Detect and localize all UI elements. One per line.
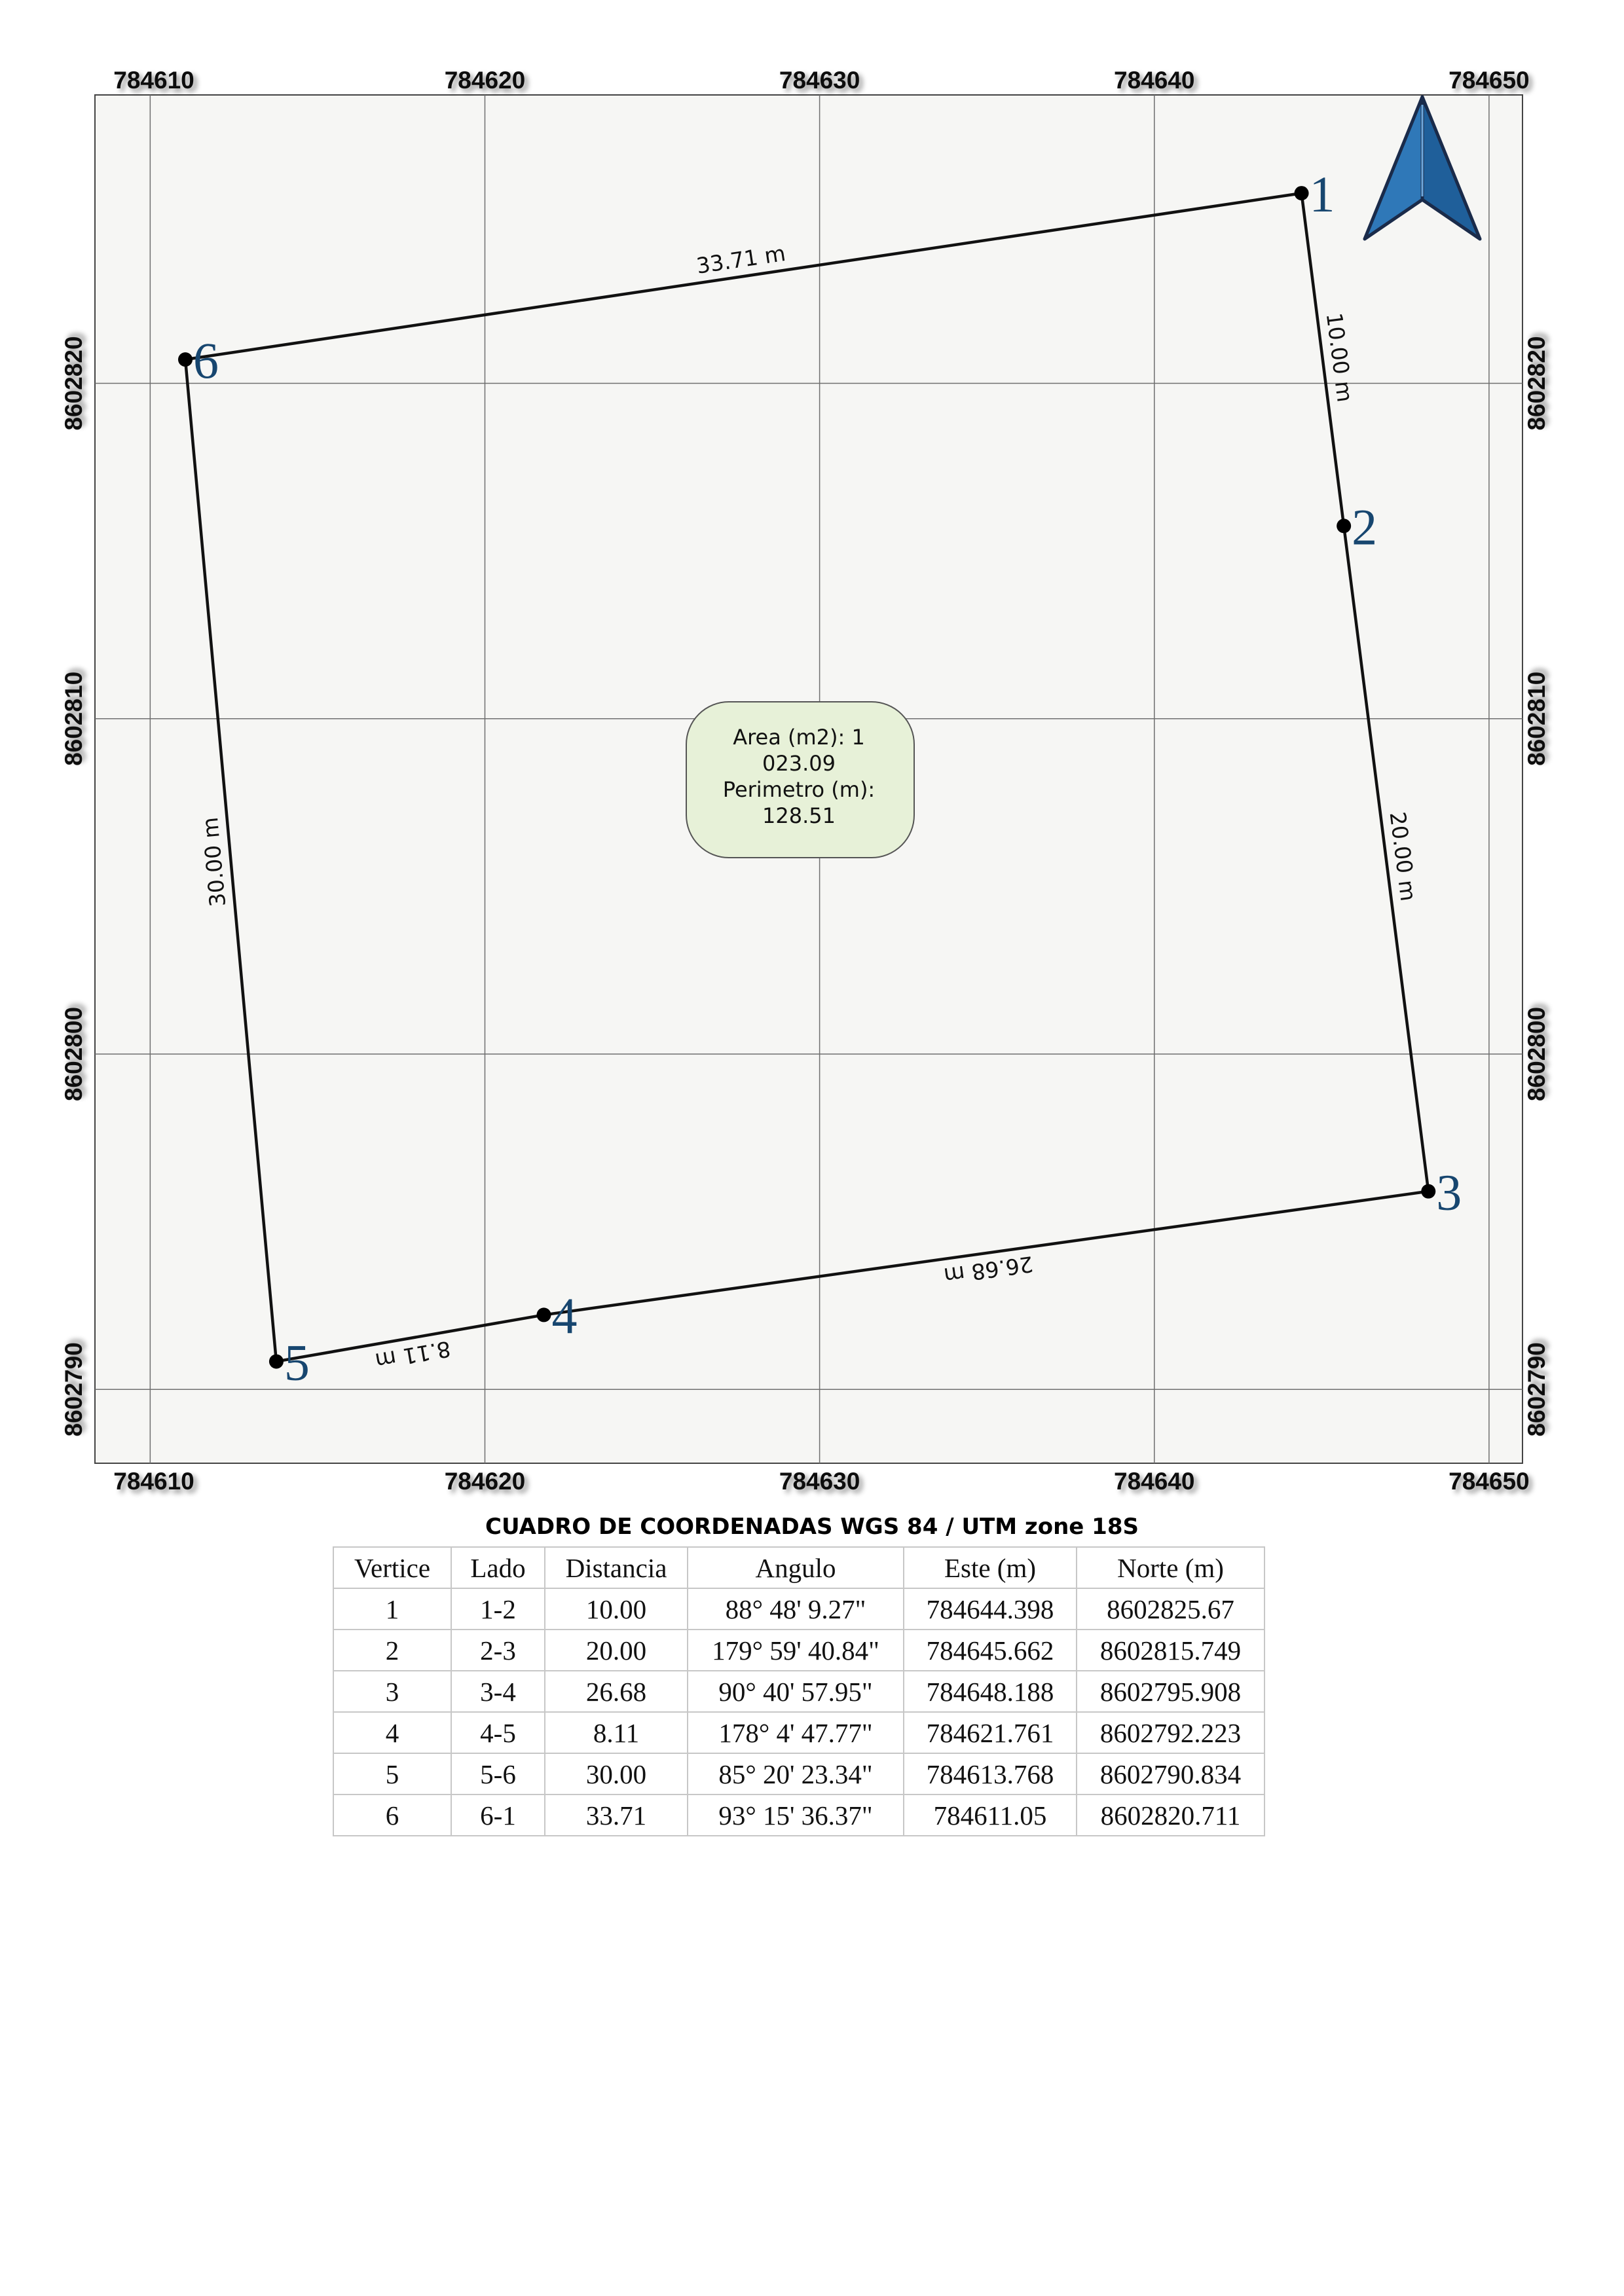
- coordinates-table: Vertice Lado Distancia Angulo Este (m) N…: [333, 1546, 1265, 1836]
- cell-distancia: 26.68: [544, 1670, 688, 1713]
- y-tick-label-right: 8602800: [1523, 1007, 1550, 1101]
- cell-norte: 8602815.749: [1076, 1629, 1265, 1671]
- x-tick-label-top: 784610: [113, 67, 194, 94]
- table-row: 4 4-5 8.11 178° 4' 47.77" 784621.761 860…: [333, 1711, 1265, 1754]
- vertex-label: 4: [551, 1287, 577, 1344]
- table-title: CUADRO DE COORDENADAS WGS 84 / UTM zone …: [485, 1514, 1139, 1540]
- cell-lado: 4-5: [451, 1711, 545, 1754]
- area-label: Area (m2): 1: [733, 725, 865, 750]
- cell-lado: 6-1: [451, 1794, 545, 1836]
- x-tick-label-top: 784620: [445, 67, 525, 94]
- cell-angulo: 179° 59' 40.84": [687, 1629, 904, 1671]
- vertex-point: [1337, 519, 1352, 534]
- north-arrow-icon: [1363, 95, 1482, 241]
- vertex-point: [536, 1307, 551, 1322]
- cell-vertice: 1: [333, 1588, 452, 1630]
- cell-este: 784644.398: [903, 1588, 1077, 1630]
- y-tick-label-right: 8602820: [1523, 337, 1550, 431]
- vertices: 1 2 3 4 5 6: [178, 166, 1462, 1391]
- cell-vertice: 3: [333, 1670, 452, 1713]
- header-distancia: Distancia: [544, 1546, 688, 1589]
- cell-vertice: 2: [333, 1629, 452, 1671]
- table-row: 1 1-2 10.00 88° 48' 9.27" 784644.398 860…: [333, 1588, 1265, 1630]
- header-vertice: Vertice: [333, 1546, 452, 1589]
- vertex-label: 5: [284, 1334, 310, 1391]
- table-row: 6 6-1 33.71 93° 15' 36.37" 784611.05 860…: [333, 1794, 1265, 1836]
- perimeter-value: 128.51: [762, 803, 836, 828]
- cell-vertice: 5: [333, 1753, 452, 1795]
- cell-lado: 1-2: [451, 1588, 545, 1630]
- vertex-point: [1294, 186, 1309, 201]
- table-row: 3 3-4 26.68 90° 40' 57.95" 784648.188 86…: [333, 1670, 1265, 1713]
- cell-vertice: 6: [333, 1794, 452, 1836]
- cell-norte: 8602792.223: [1076, 1711, 1265, 1754]
- x-tick-label-bottom: 784640: [1114, 1468, 1194, 1495]
- vertex-point: [268, 1354, 284, 1369]
- cell-este: 784648.188: [903, 1670, 1077, 1713]
- x-tick-label-top: 784630: [779, 67, 860, 94]
- x-tick-label-top: 784650: [1449, 67, 1529, 94]
- perimeter-label: Perimetro (m):: [723, 777, 875, 802]
- vertex-label: 3: [1436, 1164, 1462, 1221]
- cell-distancia: 8.11: [544, 1711, 688, 1754]
- y-tick-label-left: 8602820: [60, 337, 87, 431]
- y-tick-label-left: 8602810: [60, 672, 87, 766]
- cell-lado: 3-4: [451, 1670, 545, 1713]
- cell-lado: 2-3: [451, 1629, 545, 1671]
- y-tick-label-left: 8602790: [60, 1342, 87, 1436]
- cell-angulo: 85° 20' 23.34": [687, 1753, 904, 1795]
- stats-box: Area (m2): 1 023.09 Perimetro (m): 128.5…: [686, 701, 915, 858]
- cell-este: 784645.662: [903, 1629, 1077, 1671]
- cell-este: 784621.761: [903, 1711, 1077, 1754]
- y-tick-label-left: 8602800: [60, 1007, 87, 1101]
- header-angulo: Angulo: [687, 1546, 904, 1589]
- x-tick-label-bottom: 784630: [779, 1468, 860, 1495]
- cell-distancia: 20.00: [544, 1629, 688, 1671]
- y-tick-label-right: 8602790: [1523, 1342, 1550, 1436]
- vertex-point: [178, 352, 193, 367]
- cell-lado: 5-6: [451, 1753, 545, 1795]
- x-tick-label-bottom: 784620: [445, 1468, 525, 1495]
- cell-distancia: 30.00: [544, 1753, 688, 1795]
- cell-norte: 8602825.67: [1076, 1588, 1265, 1630]
- cell-este: 784611.05: [903, 1794, 1077, 1836]
- y-tick-label-right: 8602810: [1523, 672, 1550, 766]
- grid-lines: [95, 95, 1522, 1463]
- x-tick-label-top: 784640: [1114, 67, 1194, 94]
- x-tick-label-bottom: 784610: [113, 1468, 194, 1495]
- area-value: 023.09: [762, 751, 836, 776]
- table-row: 5 5-6 30.00 85° 20' 23.34" 784613.768 86…: [333, 1753, 1265, 1795]
- vertex-label: 1: [1310, 166, 1335, 223]
- vertex-label: 2: [1352, 498, 1377, 555]
- header-lado: Lado: [451, 1546, 545, 1589]
- cell-norte: 8602795.908: [1076, 1670, 1265, 1713]
- cell-distancia: 10.00: [544, 1588, 688, 1630]
- table-header-row: Vertice Lado Distancia Angulo Este (m) N…: [333, 1546, 1265, 1589]
- x-tick-label-bottom: 784650: [1449, 1468, 1529, 1495]
- vertex-label: 6: [193, 332, 219, 389]
- table-row: 2 2-3 20.00 179° 59' 40.84" 784645.662 8…: [333, 1629, 1265, 1671]
- cell-este: 784613.768: [903, 1753, 1077, 1795]
- cell-angulo: 90° 40' 57.95": [687, 1670, 904, 1713]
- cell-norte: 8602820.711: [1076, 1794, 1265, 1836]
- map-frame: 10.00 m20.00 m26.68 m8.11 m30.00 m33.71 …: [60, 67, 1550, 1495]
- cell-angulo: 88° 48' 9.27": [687, 1588, 904, 1630]
- header-norte: Norte (m): [1076, 1546, 1265, 1589]
- vertex-point: [1421, 1184, 1436, 1199]
- cell-distancia: 33.71: [544, 1794, 688, 1836]
- coordinate-labels: 784610 784610 784620 784620 784630 784630 7846…: [60, 67, 1550, 1495]
- cell-norte: 8602790.834: [1076, 1753, 1265, 1795]
- cell-angulo: 93° 15' 36.37": [687, 1794, 904, 1836]
- cell-vertice: 4: [333, 1711, 452, 1754]
- cell-angulo: 178° 4' 47.77": [687, 1711, 904, 1754]
- header-este: Este (m): [903, 1546, 1077, 1589]
